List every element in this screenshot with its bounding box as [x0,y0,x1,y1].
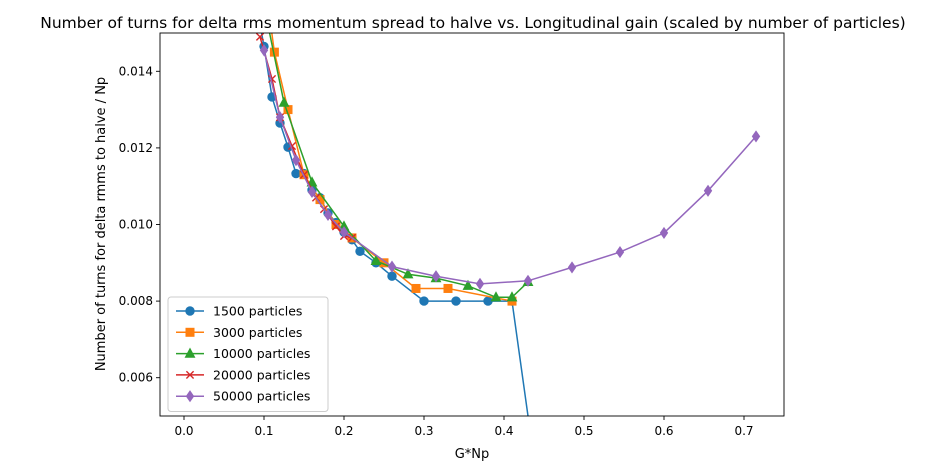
legend-entry: 1500 particles [176,304,302,319]
data-point [355,246,365,257]
x-axis: 0.0 0.1 0.2 0.3 0.4 0.5 0.6 0.7 [174,416,754,438]
data-point [370,254,382,265]
x-tick-label: 0.3 [414,424,433,438]
x-axis-label: G*Np [455,447,490,462]
legend-marker [184,347,196,358]
legend-entry: 20000 particles [176,367,310,382]
x-tick-label: 0.7 [734,424,753,438]
legend: 1500 particles 3000 particles 10000 partic… [167,296,329,412]
series-1 [269,33,517,306]
legend-marker [185,390,195,403]
legend-label: 3000 particles [213,325,302,340]
legend-label: 20000 particles [213,367,310,382]
data-point [567,261,577,274]
data-point [475,277,485,290]
series-line [259,36,353,239]
data-point [278,96,290,107]
series-line [263,50,757,285]
data-point [259,44,269,57]
data-point [490,291,502,302]
data-point [339,226,349,239]
y-tick-label: 0.012 [119,141,153,155]
y-tick-label: 0.008 [119,294,153,308]
legend-marker [185,327,195,337]
x-tick-label: 0.5 [574,424,593,438]
data-point [443,283,453,293]
legend-label: 1500 particles [213,304,302,319]
x-tick-label: 0.0 [174,424,193,438]
chart-title: Number of turns for delta rms momentum s… [40,14,905,32]
data-point [751,130,761,143]
y-axis-label: Number of turns for delta rmms to halve … [94,77,109,371]
data-point [506,291,518,302]
y-tick-label: 0.006 [119,371,153,385]
legend-entry: 50000 particles [176,389,310,404]
data-point [402,268,414,279]
data-point [419,296,429,306]
data-point [659,226,669,240]
legend-marker [185,370,195,379]
data-point [291,168,301,179]
data-point [255,33,265,41]
y-tick-label: 0.010 [119,218,153,232]
y-axis: 0.006 0.008 0.010 0.012 0.014 [119,64,160,385]
legend-marker [185,306,195,316]
legend-box [167,296,329,412]
data-point [703,184,713,197]
data-point [431,270,441,283]
legend-label: 50000 particles [213,389,310,404]
legend-label: 10000 particles [213,346,310,361]
data-point [252,0,260,7]
data-point [323,208,333,222]
series-3 [255,33,357,242]
data-point [387,271,397,281]
y-tick-label: 0.014 [119,64,153,78]
data-point [275,111,285,124]
data-point [331,222,341,231]
data-point [307,185,317,199]
series-4 [259,44,761,290]
data-point [387,260,397,273]
data-point [462,279,474,290]
data-point [523,274,533,287]
x-tick-label: 0.6 [654,424,673,438]
data-point [291,154,301,167]
data-point [451,296,461,306]
data-point [615,245,625,259]
legend-entry: 3000 particles [176,325,302,340]
series-layer [252,0,761,416]
legend-entry: 10000 particles [176,346,310,361]
x-tick-label: 0.4 [494,424,513,438]
x-tick-label: 0.1 [254,424,273,438]
x-tick-label: 0.2 [334,424,353,438]
series-line [268,33,529,299]
data-point [411,283,421,293]
